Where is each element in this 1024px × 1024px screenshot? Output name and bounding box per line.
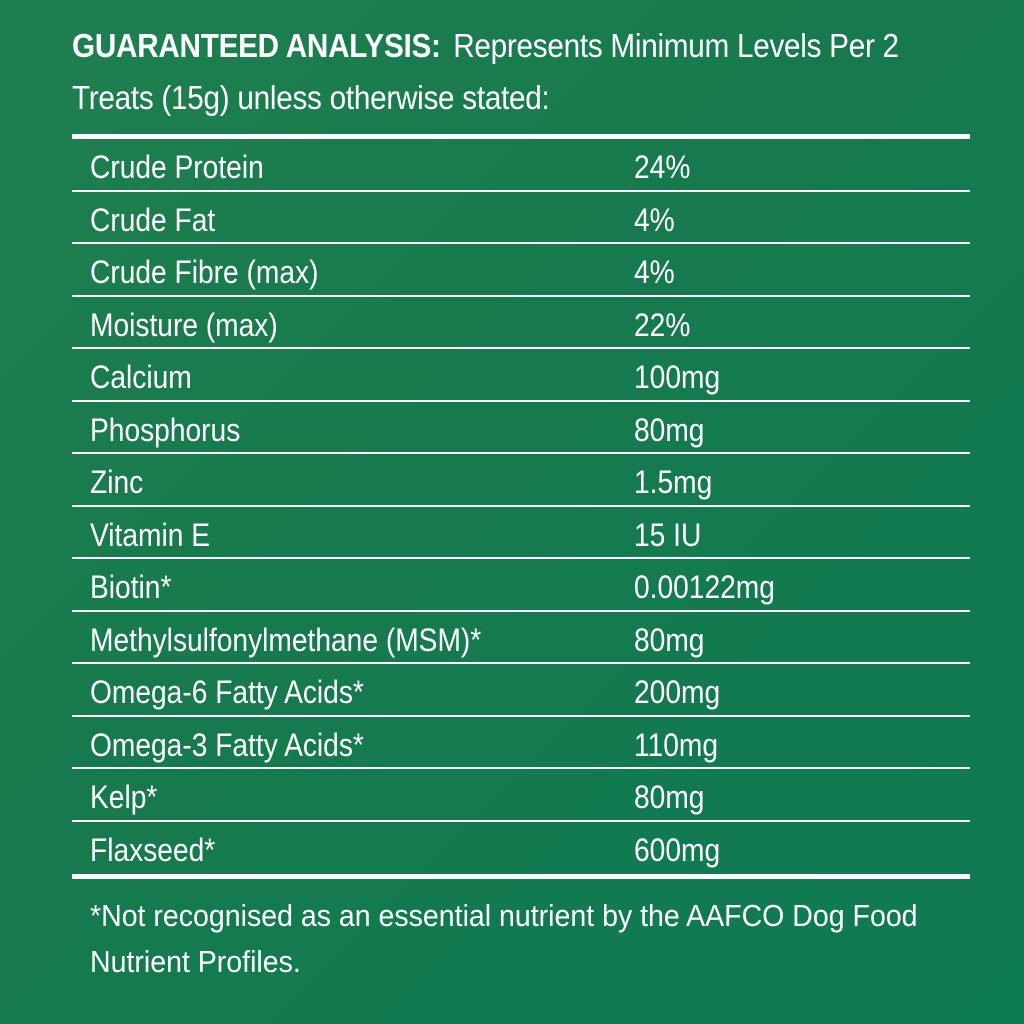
table-row: Calcium 100mg xyxy=(72,349,970,402)
heading-title: GUARANTEED ANALYSIS: xyxy=(72,27,441,64)
nutrient-value: 200mg xyxy=(634,674,721,710)
nutrient-name: Moisture (max) xyxy=(90,306,278,343)
table-row: Crude Fibre (max) 4% xyxy=(72,244,970,297)
guaranteed-analysis-panel: GUARANTEED ANALYSIS: Represents Minimum L… xyxy=(72,0,970,1024)
nutrient-value: 110mg xyxy=(634,726,719,763)
heading: GUARANTEED ANALYSIS: Represents Minimum L… xyxy=(72,20,899,124)
footnote-line2: Nutrient Profiles. xyxy=(90,944,301,979)
table-row: Biotin* 0.00122mg xyxy=(72,559,970,612)
nutrient-value: 15 IU xyxy=(634,516,702,553)
nutrient-value: 80mg xyxy=(634,411,705,448)
table-row: Omega-3 Fatty Acids* 110mg xyxy=(72,717,970,769)
nutrient-name: Methylsulfonylmethane (MSM)* xyxy=(90,621,482,658)
nutrient-name: Crude Fat xyxy=(90,201,216,238)
nutrient-value: 100mg xyxy=(634,359,721,395)
nutrient-table: Crude Protein 24% Crude Fat 4% Crude Fibre… xyxy=(72,134,970,879)
table-row: Kelp* 80mg xyxy=(72,769,970,822)
nutrient-value: 24% xyxy=(634,149,691,185)
table-row: Vitamin E 15 IU xyxy=(72,507,970,559)
nutrient-value: 80mg xyxy=(634,779,705,815)
nutrient-name: Vitamin E xyxy=(90,516,210,553)
table-row: Zinc 1.5mg xyxy=(72,454,970,507)
nutrient-value: 0.00122mg xyxy=(634,569,775,605)
nutrient-name: Zinc xyxy=(90,464,144,500)
nutrient-value: 4% xyxy=(634,254,675,290)
nutrient-name: Flaxseed* xyxy=(90,831,216,868)
heading-line2: Treats (15g) unless otherwise stated: xyxy=(72,79,550,116)
nutrient-value: 4% xyxy=(634,201,675,238)
heading-line1: Represents Minimum Levels Per 2 xyxy=(453,27,899,64)
table-row: Crude Protein 24% xyxy=(72,139,970,192)
table-row: Methylsulfonylmethane (MSM)* 80mg xyxy=(72,612,970,664)
nutrient-name: Crude Fibre (max) xyxy=(90,254,319,290)
nutrient-value: 600mg xyxy=(634,831,721,868)
table-row: Flaxseed* 600mg xyxy=(72,822,970,875)
nutrient-name: Calcium xyxy=(90,359,192,395)
nutrient-name: Omega-3 Fatty Acids* xyxy=(90,726,364,763)
nutrient-name: Phosphorus xyxy=(90,411,241,448)
table-row: Moisture (max) 22% xyxy=(72,297,970,349)
nutrient-name: Biotin* xyxy=(90,569,172,605)
nutrient-name: Omega-6 Fatty Acids* xyxy=(90,674,364,710)
table-row: Crude Fat 4% xyxy=(72,192,970,244)
footnote: *Not recognised as an essential nutrient… xyxy=(90,893,918,985)
table-row: Phosphorus 80mg xyxy=(72,402,970,454)
nutrient-value: 80mg xyxy=(634,621,705,658)
nutrient-name: Kelp* xyxy=(90,779,158,815)
nutrient-value: 22% xyxy=(634,306,691,343)
footnote-line1: *Not recognised as an essential nutrient… xyxy=(90,898,918,933)
nutrient-name: Crude Protein xyxy=(90,149,264,185)
nutrient-value: 1.5mg xyxy=(634,464,713,500)
table-row: Omega-6 Fatty Acids* 200mg xyxy=(72,664,970,717)
